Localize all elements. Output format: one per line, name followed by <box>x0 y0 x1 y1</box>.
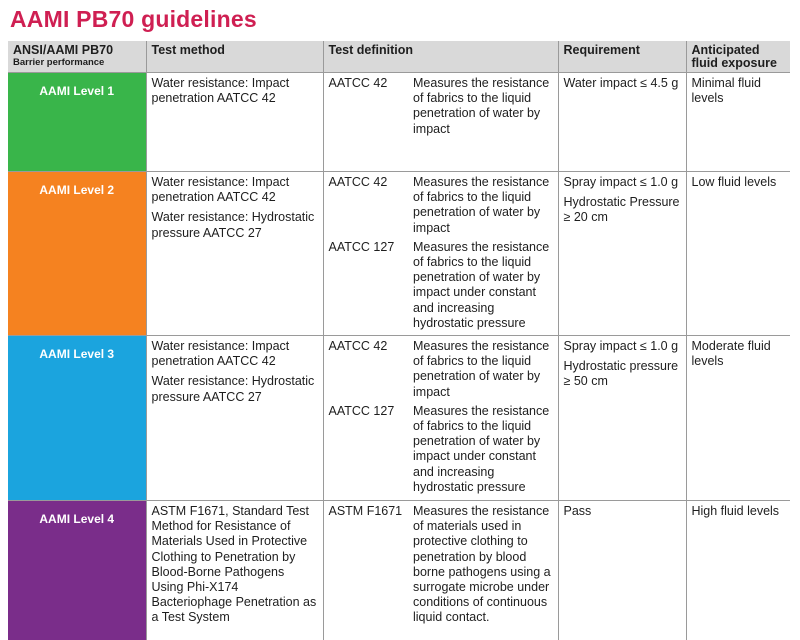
requirement: Pass <box>563 504 592 519</box>
requirement: Hydrostatic Pressure ≥ 20 cm <box>563 195 680 225</box>
test-method: Water resistance: Impact penetration AAT… <box>151 339 290 369</box>
exposure-cell: Minimal fluid levels <box>685 72 790 172</box>
test-definition-cell: Measures the resistance of materials use… <box>409 500 558 640</box>
test-definition: Measures the resistance of fabrics to th… <box>413 339 550 399</box>
test-definition: Measures the resistance of materials use… <box>413 504 551 625</box>
test-definition-cell: Measures the resistance of fabrics to th… <box>409 170 558 336</box>
test-definition: Measures the resistance of fabrics to th… <box>413 239 550 330</box>
header-exposure: Anticipated fluid exposure <box>686 41 790 73</box>
test-method: Water resistance: Hydrostatic pressure A… <box>151 210 315 240</box>
test-definition: Measures the resistance of fabrics to th… <box>413 175 550 235</box>
test-method: Water resistance: Impact penetration AAT… <box>151 175 290 205</box>
test-code: AATCC 42 <box>328 175 388 189</box>
test-code-cell: AATCC 42 AATCC 127 <box>322 170 409 336</box>
test-code-cell: ASTM F1671 <box>322 500 409 640</box>
test-definition-cell: Measures the resistance of fabrics to th… <box>409 335 558 501</box>
exposure-cell: High fluid levels <box>685 500 790 640</box>
test-method-cell: ASTM F1671, Standard Test Method for Res… <box>145 500 323 640</box>
table-row: AAMI Level 2 Water resistance: Impact pe… <box>8 170 790 336</box>
table-row: AAMI Level 4 ASTM F1671, Standard Test M… <box>8 500 790 640</box>
requirement-cell: Pass <box>557 500 686 640</box>
test-code: AATCC 42 <box>328 339 388 354</box>
test-definition: Measures the resistance of fabrics to th… <box>413 403 550 494</box>
header-performance-sub: Barrier performance <box>13 57 105 68</box>
header-performance: ANSI/AAMI PB70 Barrier performance <box>8 41 147 73</box>
test-method-cell: Water resistance: Impact penetration AAT… <box>145 335 323 501</box>
level-cell: AAMI Level 1 <box>8 72 146 172</box>
page-title: AAMI PB70 guidelines <box>10 6 257 32</box>
requirement: Spray impact ≤ 1.0 g <box>563 175 679 189</box>
test-code: AATCC 127 <box>328 404 395 419</box>
header-requirement: Requirement <box>558 41 687 73</box>
header-method: Test method <box>146 41 324 73</box>
requirement: Spray impact ≤ 1.0 g <box>563 339 679 354</box>
test-definition-cell: Measures the resistance of fabrics to th… <box>409 72 558 172</box>
test-code-cell: AATCC 42 <box>322 72 409 172</box>
test-method: Water resistance: Impact penetration AAT… <box>151 76 290 106</box>
exposure-cell: Low fluid levels <box>685 170 790 336</box>
table-row: AAMI Level 1 Water resistance: Impact pe… <box>8 72 790 172</box>
table-row: AAMI Level 3 Water resistance: Impact pe… <box>8 335 790 501</box>
page: AAMI PB70 guidelines ANSI/AAMI PB70 Barr… <box>8 6 790 640</box>
test-code: AATCC 42 <box>328 76 388 90</box>
header-row: ANSI/AAMI PB70 Barrier performance Test … <box>8 41 790 73</box>
header-definition: Test definition <box>323 41 559 73</box>
guidelines-table: ANSI/AAMI PB70 Barrier performance Test … <box>8 41 790 640</box>
level-cell: AAMI Level 4 <box>8 500 146 640</box>
level-cell: AAMI Level 2 <box>8 170 146 336</box>
test-method: Water resistance: Hydrostatic pressure A… <box>151 374 315 404</box>
test-definition: Measures the resistance of fabrics to th… <box>413 76 550 136</box>
requirement: Water impact ≤ 4.5 g <box>563 76 679 90</box>
test-method-cell: Water resistance: Impact penetration AAT… <box>145 72 323 172</box>
requirement-cell: Spray impact ≤ 1.0 g Hydrostatic Pressur… <box>557 170 686 336</box>
test-method-cell: Water resistance: Impact penetration AAT… <box>145 170 323 336</box>
requirement-cell: Water impact ≤ 4.5 g <box>557 72 686 172</box>
level-cell: AAMI Level 3 <box>8 335 146 501</box>
test-method: ASTM F1671, Standard Test Method for Res… <box>151 504 317 625</box>
exposure-cell: Moderate fluid levels <box>685 335 790 501</box>
test-code: AATCC 127 <box>328 240 395 255</box>
requirement: Hydrostatic pressure ≥ 50 cm <box>563 359 679 389</box>
test-code-cell: AATCC 42 AATCC 127 <box>322 335 409 501</box>
header-performance-label: ANSI/AAMI PB70 <box>13 43 114 57</box>
requirement-cell: Spray impact ≤ 1.0 g Hydrostatic pressur… <box>557 335 686 501</box>
test-code: ASTM F1671 <box>328 504 403 519</box>
